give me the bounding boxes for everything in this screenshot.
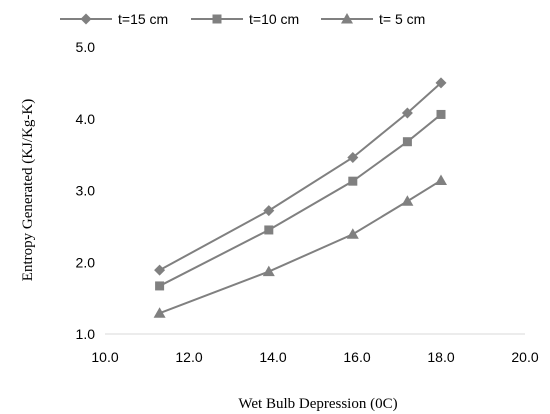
y-tick-label: 4.0	[76, 111, 96, 127]
legend-item: t=10 cm	[191, 11, 299, 27]
legend: t=15 cm t=10 cm t= 5 cm	[60, 11, 425, 27]
data-point	[347, 151, 359, 163]
y-axis-title: Entropy Generated (KJ/Kg-K)	[20, 99, 36, 281]
series-square	[155, 109, 446, 291]
x-tick-label: 16.0	[343, 349, 370, 365]
data-point	[346, 228, 359, 239]
legend-label: t= 5 cm	[379, 11, 425, 27]
series-line	[159, 113, 442, 287]
data-point	[264, 225, 274, 235]
legend-marker	[212, 14, 222, 24]
data-point	[401, 107, 413, 119]
data-point	[436, 109, 446, 119]
series-layer	[153, 77, 447, 318]
data-point	[153, 307, 166, 318]
y-tick-label: 5.0	[76, 39, 96, 55]
data-point	[435, 174, 447, 185]
x-axis-title: Wet Bulb Depression (0C)	[238, 396, 397, 412]
legend-marker	[80, 13, 92, 25]
x-tick-labels: 10.0 12.0 14.0 16.0 18.0 20.0	[91, 349, 538, 365]
data-point	[348, 176, 358, 186]
data-point	[154, 264, 166, 276]
data-point	[401, 195, 414, 206]
x-tick-label: 18.0	[427, 349, 454, 365]
data-point	[263, 205, 275, 217]
x-tick-label: 12.0	[175, 349, 202, 365]
series-diamond	[154, 77, 447, 276]
y-tick-labels: 1.0 2.0 3.0 4.0 5.0	[76, 39, 96, 342]
y-tick-label: 3.0	[76, 183, 96, 199]
legend-marker	[341, 13, 353, 24]
y-tick-label: 2.0	[76, 254, 96, 270]
x-tick-label: 20.0	[511, 349, 538, 365]
data-point	[262, 265, 275, 277]
legend-item: t= 5 cm	[321, 11, 425, 27]
legend-label: t=15 cm	[118, 11, 168, 27]
x-tick-label: 14.0	[259, 349, 286, 365]
data-point	[402, 137, 412, 147]
y-tick-label: 1.0	[76, 326, 96, 342]
data-point	[435, 77, 447, 89]
series-triangle	[153, 174, 447, 318]
x-tick-label: 10.0	[91, 349, 118, 365]
legend-item: t=15 cm	[60, 11, 168, 27]
data-point	[155, 281, 165, 291]
series-line	[159, 82, 442, 272]
legend-label: t=10 cm	[249, 11, 299, 27]
